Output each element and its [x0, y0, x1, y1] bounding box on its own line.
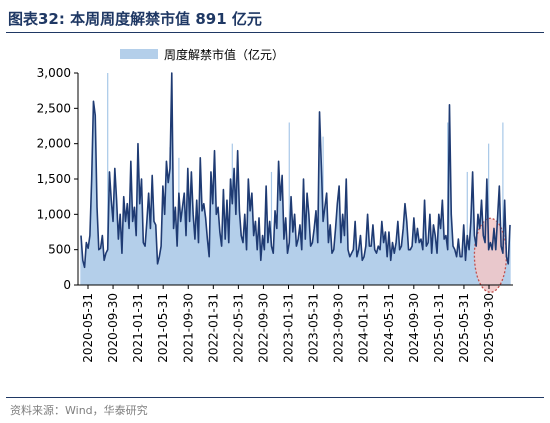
series-area	[81, 73, 510, 285]
x-tick-label: 2022-05-31	[231, 293, 245, 363]
x-tick-label: 2023-09-30	[332, 293, 346, 363]
y-tick-label: 1,000	[37, 207, 71, 221]
x-tick-label: 2024-01-31	[357, 293, 371, 363]
y-tick-label: 500	[48, 243, 71, 257]
x-tick-label: 2021-01-31	[131, 293, 145, 363]
y-tick-label: 3,000	[37, 66, 71, 80]
x-tick-label: 2021-05-31	[156, 293, 170, 363]
footer-divider	[6, 397, 544, 398]
legend-swatch	[120, 49, 158, 59]
x-tick-label: 2021-09-30	[181, 293, 195, 363]
y-tick-label: 2,500	[37, 101, 71, 115]
x-tick-label: 2023-05-31	[307, 293, 321, 363]
x-tick-label: 2023-01-31	[282, 293, 296, 363]
title-divider	[6, 32, 544, 33]
y-tick-label: 1,500	[37, 172, 71, 186]
y-tick-label: 0	[63, 278, 71, 292]
x-tick-label: 2024-09-30	[407, 293, 421, 363]
x-tick-label: 2020-09-30	[106, 293, 120, 363]
x-tick-label: 2020-05-31	[81, 293, 95, 363]
x-tick-label: 2022-01-31	[206, 293, 220, 363]
x-tick-label: 2025-05-31	[457, 293, 471, 363]
series-line	[80, 72, 511, 269]
x-tick-label: 2025-09-30	[482, 293, 496, 363]
figure-title: 图表32: 本周周度解禁市值 891 亿元	[8, 10, 262, 28]
highlight-ellipse	[473, 217, 508, 293]
y-tick-label: 2,000	[37, 137, 71, 151]
source-note: 资料来源：Wind，华泰研究	[10, 404, 148, 417]
x-tick-label: 2022-09-30	[256, 293, 270, 363]
x-tick-label: 2024-05-31	[382, 293, 396, 363]
chart-legend: 周度解禁市值（亿元）	[120, 47, 284, 62]
x-tick-label: 2025-01-31	[432, 293, 446, 363]
legend-label: 周度解禁市值（亿元）	[164, 47, 284, 62]
